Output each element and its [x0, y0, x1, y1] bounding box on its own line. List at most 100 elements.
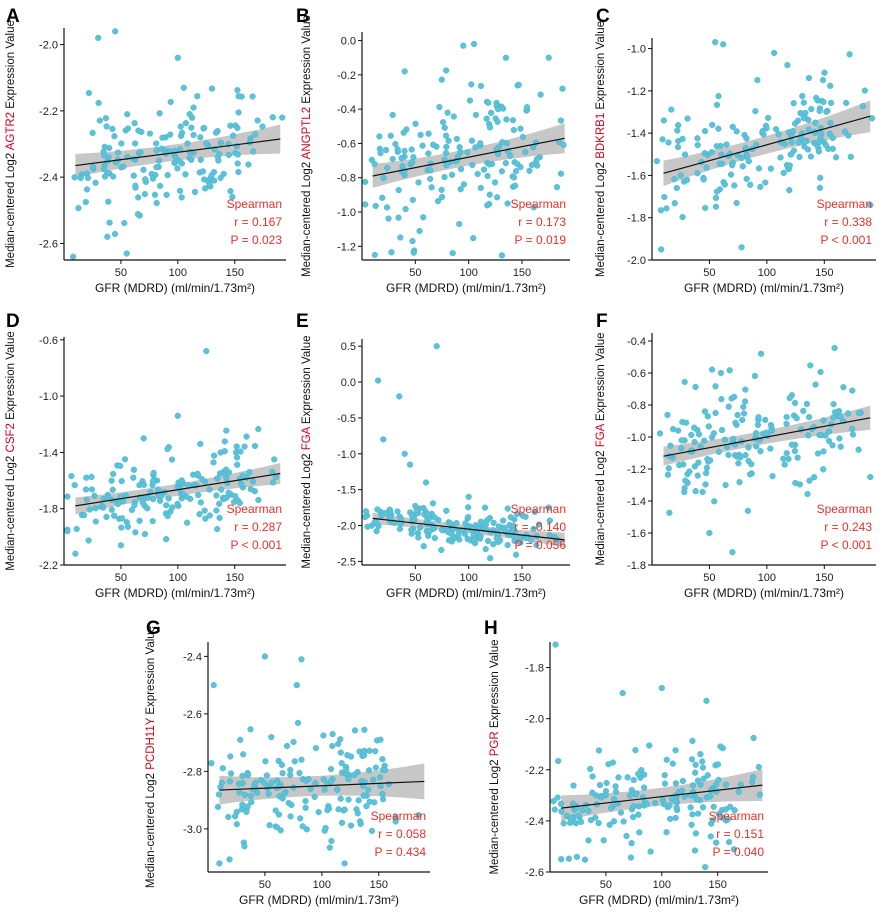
data-point [373, 528, 380, 535]
data-point [679, 777, 687, 785]
x-tick-label: 150 [226, 267, 244, 279]
data-point [731, 807, 738, 814]
data-point [805, 414, 813, 421]
data-point [507, 514, 514, 521]
data-point [666, 509, 673, 516]
data-point [197, 156, 204, 164]
data-point [460, 42, 467, 49]
data-point [190, 131, 197, 139]
x-tick-label: 50 [703, 267, 715, 279]
data-point [241, 791, 249, 798]
y-title-suffix: Expression Value [5, 20, 17, 112]
data-point [111, 230, 119, 238]
data-point [178, 477, 185, 484]
data-point [511, 182, 519, 189]
stat-p: P < 0.001 [231, 538, 283, 552]
data-point [635, 811, 642, 818]
stat-p: P = 0.019 [515, 233, 567, 247]
data-point [184, 519, 191, 526]
data-point [379, 756, 386, 763]
data-point [831, 344, 838, 352]
data-point [216, 500, 223, 507]
data-point [669, 426, 677, 433]
data-point [504, 200, 511, 207]
data-point [513, 510, 521, 518]
data-point [71, 174, 78, 181]
data-point [420, 214, 427, 221]
panel-g: G -3.0 -2.8 -2.6 -2.4 50 100 150 GFR (MDRD) (ml/… [145, 618, 430, 907]
data-point [164, 172, 171, 179]
data-point [817, 135, 824, 142]
y-title-gene: AGTR2 [5, 112, 17, 150]
data-point [557, 170, 565, 177]
data-point [401, 147, 408, 155]
data-point [179, 129, 186, 136]
data-point [345, 796, 352, 803]
data-point [201, 125, 208, 132]
data-point [486, 124, 494, 131]
data-point [281, 790, 288, 797]
data-point [490, 519, 497, 527]
data-point [672, 780, 680, 787]
y-tick-label: -2.4 [183, 651, 202, 663]
data-point [438, 76, 445, 83]
data-point [661, 772, 668, 779]
data-point [290, 738, 297, 746]
data-point [767, 445, 774, 452]
data-point [234, 151, 241, 158]
data-point [861, 87, 868, 94]
data-point [287, 771, 294, 779]
data-point [222, 495, 229, 502]
data-point [802, 109, 809, 117]
data-point [687, 804, 694, 811]
data-point [427, 167, 434, 174]
data-point [510, 526, 518, 534]
data-point [149, 175, 157, 182]
y-tick-label: -2.6 [525, 867, 544, 879]
y-tick-label: -2.0 [337, 521, 356, 533]
x-tick-label: 50 [703, 572, 715, 584]
data-point [694, 472, 701, 479]
data-point [174, 165, 181, 172]
data-point [694, 142, 701, 149]
stat-r: r = 0.338 [824, 215, 872, 229]
y-title-prefix: Median-centered Log2 [301, 450, 313, 568]
data-point [151, 191, 159, 198]
data-point [635, 803, 643, 810]
data-point [208, 760, 215, 767]
data-point [100, 166, 108, 173]
y-tick-label: -0.4 [337, 104, 356, 116]
data-point [579, 807, 586, 814]
data-point [157, 493, 165, 500]
data-point [743, 175, 750, 183]
data-point [89, 163, 97, 170]
data-point [431, 514, 438, 521]
data-point [783, 450, 790, 457]
data-point [719, 814, 726, 821]
data-point [227, 188, 234, 195]
data-point [716, 160, 723, 167]
data-point [689, 782, 697, 789]
data-point [741, 398, 749, 405]
y-tick-label: -1.2 [337, 241, 356, 253]
panel-b-confidence-band [372, 123, 565, 188]
data-point [545, 504, 552, 511]
panel-b-regression-line [372, 137, 565, 177]
data-point [103, 123, 110, 130]
data-point [368, 827, 376, 835]
data-point [503, 116, 510, 123]
data-point [815, 148, 823, 155]
data-point [715, 92, 722, 100]
y-tick-label: -1.8 [627, 560, 646, 572]
data-point [234, 86, 241, 94]
data-point [755, 414, 762, 421]
data-point [377, 782, 384, 790]
data-point [553, 184, 561, 191]
data-point [195, 491, 202, 499]
data-point [111, 133, 118, 140]
data-point [626, 792, 634, 799]
data-point [673, 184, 680, 192]
data-point [510, 174, 518, 181]
data-point [269, 114, 276, 121]
data-point [585, 807, 592, 815]
